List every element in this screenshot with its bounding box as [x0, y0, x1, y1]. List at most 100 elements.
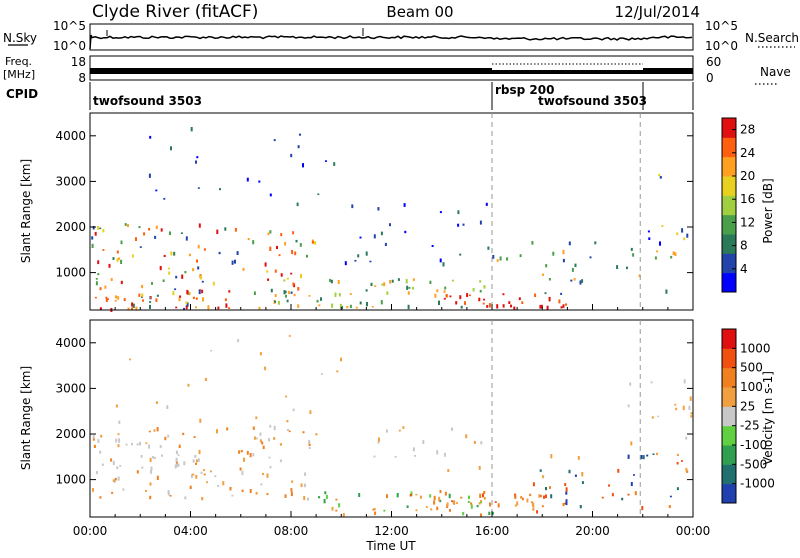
heat-cell: [403, 203, 406, 207]
heat-cell: [608, 484, 610, 487]
heat-cell: [386, 429, 388, 433]
heat-cell: [234, 227, 237, 232]
heat-cell: [521, 497, 524, 501]
heat-cell: [308, 443, 311, 447]
heat-cell: [414, 455, 416, 457]
y-tick-label: 3000: [55, 381, 86, 395]
heat-cell: [380, 231, 383, 236]
nave-tick-top: 60: [706, 55, 721, 69]
heat-cell: [550, 454, 553, 459]
heat-cell: [478, 502, 481, 505]
heat-cell: [94, 231, 97, 236]
heat-cell: [532, 507, 535, 511]
heat-cell: [195, 297, 198, 300]
heat-cell: [415, 509, 418, 512]
station-title: Clyde River (fitACF): [92, 2, 258, 22]
heat-cell: [544, 292, 547, 295]
heat-cell: [168, 267, 170, 270]
heat-cell: [252, 426, 255, 430]
heat-cell: [112, 460, 115, 466]
heat-cell: [410, 491, 413, 496]
heat-cell: [97, 439, 100, 443]
heat-cell: [436, 450, 439, 455]
heat-cell: [114, 300, 117, 302]
heat-cell: [203, 473, 206, 476]
heat-cell: [657, 415, 660, 418]
heat-cell: [386, 291, 389, 295]
heat-cell: [224, 227, 227, 231]
heat-cell: [167, 434, 170, 438]
heat-cell: [438, 496, 441, 502]
freq-unit-label: [MHz]: [3, 68, 35, 81]
heat-cell: [460, 496, 463, 499]
heat-cell: [473, 440, 476, 444]
heat-cell: [630, 441, 633, 446]
heat-cell: [159, 445, 162, 448]
heat-cell: [442, 262, 445, 267]
heat-cell: [178, 297, 181, 302]
heat-cell: [145, 490, 147, 492]
heat-cell: [638, 274, 641, 278]
heat-cell: [670, 255, 673, 259]
heat-cell: [594, 241, 597, 245]
heat-cell: [308, 447, 311, 449]
heat-cell: [513, 306, 516, 310]
heat-cell: [335, 509, 338, 512]
heat-cell: [285, 395, 288, 398]
heat-cell: [226, 427, 229, 431]
power-heatmap: [91, 127, 689, 312]
heat-cell: [175, 461, 178, 464]
heat-cell: [433, 500, 436, 505]
heat-cell: [479, 493, 482, 498]
heat-cell: [130, 442, 133, 446]
heat-cell: [183, 307, 185, 310]
heat-cell: [288, 335, 291, 337]
heat-cell: [502, 293, 505, 296]
freq-band: [492, 70, 643, 74]
heat-cell: [164, 436, 167, 441]
heat-cell: [266, 270, 269, 273]
heat-cell: [433, 495, 436, 501]
heat-cell: [188, 253, 191, 257]
heat-cell: [295, 239, 298, 243]
heat-cell: [412, 447, 415, 452]
velocity-ylabel: Slant Range [km]: [19, 366, 33, 470]
heat-cell: [150, 470, 152, 474]
heat-cell: [438, 300, 440, 305]
heat-cell: [676, 487, 679, 491]
heat-cell: [253, 291, 256, 295]
heat-cell: [331, 506, 334, 511]
heat-cell: [549, 486, 551, 489]
colorbar-tick-label: -25: [740, 419, 760, 433]
power-colorbar-label: Power [dB]: [761, 178, 775, 243]
heat-cell: [329, 278, 332, 283]
heat-cell: [188, 292, 191, 296]
heat-cell: [616, 265, 619, 269]
heat-cell: [189, 485, 192, 489]
heat-cell: [340, 357, 342, 362]
heat-cell: [462, 511, 465, 516]
heat-cell: [116, 258, 119, 262]
heat-cell: [184, 271, 187, 274]
heat-cell: [152, 456, 155, 459]
heat-cell: [141, 284, 144, 289]
heat-cell: [149, 135, 152, 139]
heat-cell: [480, 441, 483, 445]
heat-cell: [562, 249, 565, 255]
heat-cell: [201, 289, 204, 294]
heat-cell: [159, 266, 162, 271]
heat-cell: [558, 299, 561, 304]
heat-cell: [656, 250, 659, 253]
heat-cell: [119, 465, 122, 467]
heat-cell: [668, 505, 671, 509]
heat-cell: [184, 496, 187, 500]
heat-cell: [264, 366, 267, 371]
heat-cell: [237, 339, 240, 343]
heat-cell: [287, 290, 290, 295]
heat-cell: [203, 469, 206, 472]
heat-cell: [236, 251, 239, 255]
heat-cell: [465, 434, 468, 439]
heat-cell: [194, 454, 197, 458]
heat-cell: [116, 466, 119, 470]
heat-cell: [429, 280, 432, 284]
